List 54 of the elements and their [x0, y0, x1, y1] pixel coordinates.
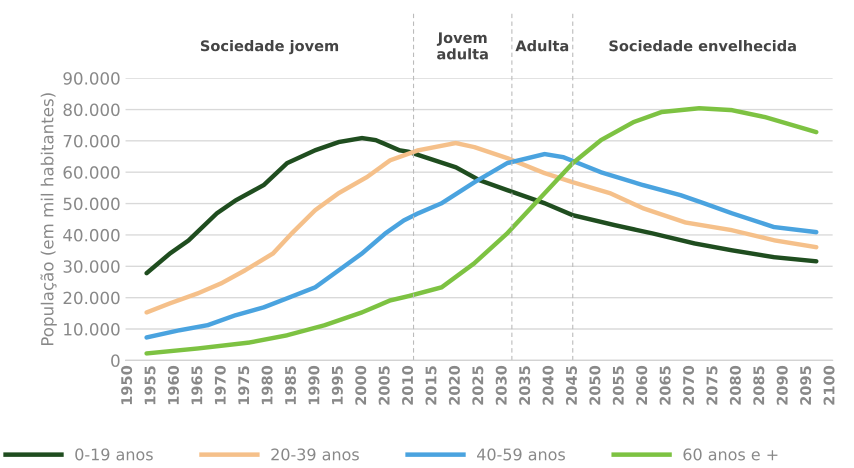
y-tick-label: 50.000 [64, 198, 120, 210]
x-tick-label: 2085 [753, 366, 764, 405]
y-tick-label: 20.000 [64, 292, 120, 304]
x-tick-label: 2020 [448, 366, 460, 405]
x-tick-label: 2015 [425, 366, 436, 405]
x-tick-label: 2035 [519, 366, 530, 405]
y-tick-label: 40.000 [63, 228, 120, 242]
x-tick-label: 1970 [214, 366, 226, 404]
x-tick-label: 1975 [238, 366, 250, 404]
x-tick-label: 2090 [776, 366, 788, 405]
line-series [144, 136, 818, 276]
legend-label: 0-19 anos [75, 448, 153, 460]
line-series [144, 152, 818, 340]
x-tick-label: 2100 [824, 366, 835, 405]
x-tick-label: 2030 [496, 366, 507, 405]
y-tick-label: 0 [111, 354, 120, 367]
x-tick-label: 2045 [566, 366, 577, 405]
x-tick-label: 2050 [589, 366, 600, 405]
legend-label: 20-39 anos [271, 448, 359, 460]
y-tick-label: 70.000 [64, 134, 120, 148]
y-tick-label: 30.000 [64, 260, 120, 273]
x-tick-label: 1985 [284, 366, 296, 404]
x-tick-label: 1960 [168, 366, 179, 404]
x-tick-label: 2025 [472, 366, 484, 405]
x-tick-label: 2060 [636, 366, 648, 405]
x-tick-label: 1955 [144, 366, 156, 404]
x-tick-label: 2040 [542, 366, 554, 405]
y-tick-label: 80.000 [63, 103, 120, 116]
x-tick-label: 2055 [612, 366, 624, 405]
x-tick-label: 1965 [191, 366, 202, 404]
y-tick-label: 60.000 [64, 166, 120, 179]
line-series [144, 140, 818, 315]
line-series [144, 106, 818, 356]
legend-label: 40-59 anos [477, 448, 565, 460]
x-tick-label: 1990 [308, 366, 320, 404]
x-tick-label: 2075 [706, 366, 718, 405]
text: Adulta [515, 40, 568, 52]
x-tick-label: 2010 [402, 366, 414, 405]
x-tick-label: 1950 [121, 366, 132, 404]
x-tick-label: 2095 [800, 366, 812, 405]
y-tick-label: 90.000 [63, 72, 120, 85]
x-tick-label: 2005 [378, 366, 390, 405]
x-tick-label: 2065 [660, 366, 671, 405]
x-tick-label: 1995 [332, 366, 343, 404]
text: Sociedade jovem [200, 40, 338, 54]
x-tick-label: 1980 [262, 366, 273, 404]
x-tick-label: 2070 [683, 366, 694, 405]
x-tick-label: 2000 [355, 366, 366, 405]
y-tick-label: 10.000 [64, 322, 120, 336]
text: Jovem adulta [436, 32, 488, 60]
x-tick-label: 2080 [730, 366, 741, 405]
y-axis-title: População (em mil habitantes) [40, 93, 57, 346]
legend-label: 60 anos e + [683, 448, 778, 460]
text: Sociedade envelhecida [609, 40, 796, 52]
